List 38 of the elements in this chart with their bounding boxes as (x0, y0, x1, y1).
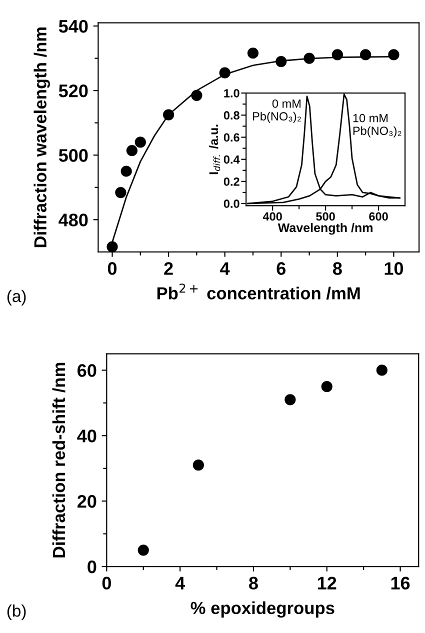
y-tick-label: 480 (58, 214, 88, 226)
y-tick-label: 520 (58, 84, 88, 98)
x-tick-label: 4 (175, 576, 185, 590)
x-tick-label: 0 (102, 576, 111, 590)
x-tick-label: 600 (369, 212, 388, 221)
y-tick-label: 40 (77, 430, 96, 442)
x-tick-label: 2 (164, 262, 173, 275)
text: (b) (7, 604, 26, 620)
y-tick-label: 1.0 (224, 89, 240, 98)
x-tick-label: 500 (316, 212, 335, 221)
y-axis-title: Diffraction wavelength /nm (34, 28, 50, 248)
x-tick-label: 6 (276, 262, 286, 275)
y-axis-title: I$_{diff.}$ /a.u. (208, 124, 220, 174)
x-tick-label: 4 (220, 262, 230, 275)
y-tick-label: 500 (58, 149, 88, 162)
y-tick-label: 0.6 (224, 133, 240, 142)
x-tick-label: 12 (318, 576, 336, 590)
y-tick-label: 0.4 (224, 155, 240, 164)
x-axis-title: Pb$^{2+}$ concentration /mM (157, 284, 360, 300)
series-label: 10 mM Pb(NO₃)₂ (353, 114, 402, 138)
x-tick-label: 8 (249, 576, 258, 590)
y-axis-title: Diffraction red-shift /nm (52, 362, 66, 558)
y-tick-label: 20 (78, 495, 96, 508)
x-tick-label: 0 (108, 262, 117, 275)
x-axis-title: % epoxidegroups (190, 601, 334, 618)
series-label: 0 mM Pb(NO₃)₂ (253, 99, 301, 123)
x-tick-label: 400 (262, 212, 282, 221)
y-tick-label: 0 (88, 560, 96, 574)
x-axis-title: Wavelength /nm (278, 222, 372, 235)
x-tick-label: 16 (391, 576, 410, 590)
x-tick-label: 10 (384, 262, 404, 275)
y-tick-label: 540 (58, 20, 88, 33)
y-tick-label: 0.0 (224, 200, 240, 208)
y-tick-label: 60 (78, 364, 96, 377)
text: (a) (7, 290, 26, 306)
y-tick-label: 0.8 (224, 111, 240, 120)
x-tick-label: 8 (332, 262, 342, 275)
y-tick-label: 0.2 (224, 177, 240, 186)
